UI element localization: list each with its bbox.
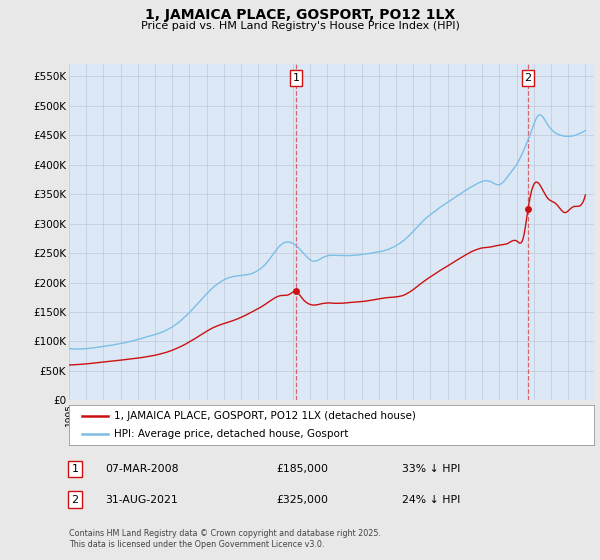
Text: HPI: Average price, detached house, Gosport: HPI: Average price, detached house, Gosp…	[113, 429, 348, 439]
Text: 1: 1	[292, 73, 299, 83]
Text: £185,000: £185,000	[276, 464, 328, 474]
Text: 24% ↓ HPI: 24% ↓ HPI	[402, 494, 460, 505]
Text: 1, JAMAICA PLACE, GOSPORT, PO12 1LX: 1, JAMAICA PLACE, GOSPORT, PO12 1LX	[145, 8, 455, 22]
Text: 07-MAR-2008: 07-MAR-2008	[105, 464, 179, 474]
Text: 1, JAMAICA PLACE, GOSPORT, PO12 1LX (detached house): 1, JAMAICA PLACE, GOSPORT, PO12 1LX (det…	[113, 411, 415, 421]
Text: 33% ↓ HPI: 33% ↓ HPI	[402, 464, 460, 474]
Text: £325,000: £325,000	[276, 494, 328, 505]
Text: Price paid vs. HM Land Registry's House Price Index (HPI): Price paid vs. HM Land Registry's House …	[140, 21, 460, 31]
Text: 1: 1	[71, 464, 79, 474]
Text: 31-AUG-2021: 31-AUG-2021	[105, 494, 178, 505]
Text: Contains HM Land Registry data © Crown copyright and database right 2025.
This d: Contains HM Land Registry data © Crown c…	[69, 529, 381, 549]
Text: 2: 2	[524, 73, 532, 83]
Text: 2: 2	[71, 494, 79, 505]
